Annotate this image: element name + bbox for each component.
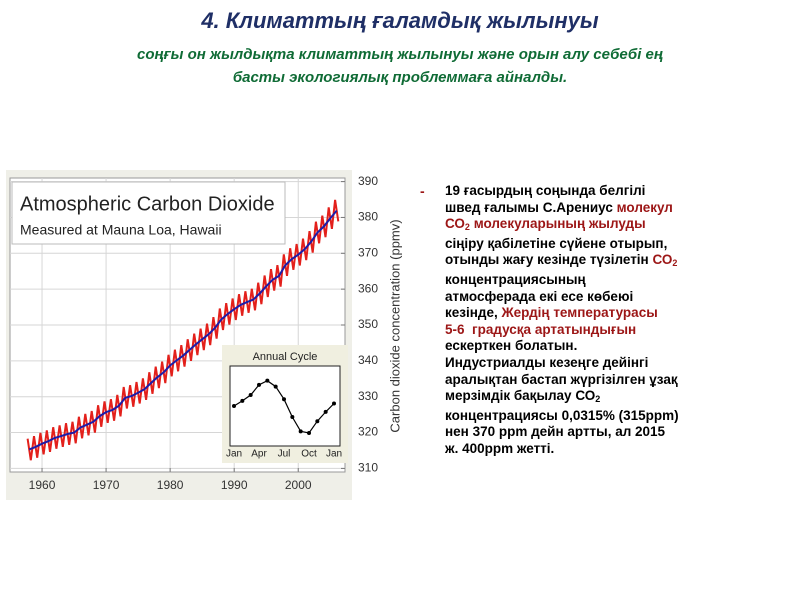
- text-segment: сіңіру қабілетіне сүйене отырып,: [445, 235, 668, 251]
- data-point: [282, 397, 286, 402]
- inset-plot: [229, 365, 341, 447]
- x-tick-label: 1990: [221, 478, 248, 492]
- chart-subtitle: Measured at Mauna Loa, Hawaii: [20, 222, 222, 238]
- data-point: [290, 414, 295, 419]
- text-line: 19 ғасырдың соңында белгілі: [445, 183, 795, 200]
- text-segment: Жердің температурасы: [501, 305, 658, 321]
- slide-subtitle: басты экологиялық проблеммаға айналды.: [232, 69, 568, 86]
- text-line: швед ғалымы С.Арениус молекул: [445, 200, 795, 217]
- slide-title: 4. Климаттың ғаламдық жылынуы: [201, 8, 599, 33]
- text-segment: отынды жағу кезінде түзілетін: [445, 252, 653, 268]
- text-line: мерзімдік бақылау СО2: [445, 388, 795, 408]
- data-point: [240, 398, 245, 403]
- text-line: СО2 молекуларының жылуды: [445, 216, 795, 236]
- text-segment: мерзімдік бақылау СО: [445, 388, 596, 404]
- body-text: 19 ғасырдың соңында белгілі швед ғалымы С…: [445, 183, 795, 458]
- y-tick-label: 380: [358, 210, 378, 224]
- x-tick-label: Jan: [326, 449, 342, 460]
- text-line: ескерткен болатын.: [445, 338, 795, 355]
- data-point: [257, 382, 261, 387]
- x-tick-label: 1960: [29, 478, 56, 492]
- text-line: концентрациясының: [445, 272, 795, 289]
- text-segment: Индустриалды кезеңге дейінгі: [445, 354, 649, 370]
- data-point: [315, 419, 320, 424]
- y-tick-label: 360: [358, 281, 378, 295]
- data-line: [28, 209, 338, 451]
- text-line: нен 370 ppm дейн артты, ал 2015: [445, 424, 795, 441]
- x-tick-label: Oct: [301, 449, 317, 460]
- x-tick-label: Jul: [278, 449, 291, 460]
- y-axis-label: Carbon dioxide concentration (ppmv): [387, 219, 402, 432]
- x-tick-label: 1980: [157, 478, 184, 492]
- title-box: [11, 181, 286, 245]
- x-tick-label: Apr: [251, 449, 267, 460]
- chart-title: Atmospheric Carbon Dioxide: [20, 193, 275, 215]
- data-point: [298, 429, 303, 434]
- y-tick-label: 310: [358, 461, 378, 475]
- text-segment: ж. 400ppm жетті.: [445, 440, 555, 456]
- inset-title: Annual Cycle: [253, 351, 318, 363]
- y-tick-label: 390: [358, 174, 378, 188]
- y-tick-label: 330: [358, 389, 378, 403]
- text-segment: СО: [445, 216, 465, 232]
- bullet: -: [420, 183, 425, 199]
- data-point: [332, 401, 336, 406]
- text-line: Индустриалды кезеңге дейінгі: [445, 355, 795, 372]
- data-point: [323, 409, 328, 414]
- text-segment: 19 ғасырдың соңында белгілі: [445, 183, 646, 198]
- y-tick-label: 320: [358, 425, 378, 439]
- data-point: [248, 393, 253, 398]
- text-line: атмосферада екі есе көбеюі: [445, 289, 795, 306]
- x-tick-label: 2000: [285, 478, 312, 492]
- text-line: сіңіру қабілетіне сүйене отырып,: [445, 236, 795, 253]
- text-segment: 2: [464, 222, 470, 233]
- text-segment: аралықтан бастап жүргізілген ұзақ: [445, 371, 678, 387]
- text-segment: 5-6 градусқа артатындығын: [445, 321, 637, 337]
- text-segment: 2: [672, 258, 678, 269]
- data-point: [273, 384, 278, 389]
- text-segment: ескерткен болатын.: [445, 338, 578, 354]
- text-line: отынды жағу кезінде түзілетін СО2: [445, 252, 795, 272]
- text-segment: 2: [595, 394, 601, 405]
- text-line: концентрациясы 0,0315% (315ppm): [445, 408, 795, 425]
- y-tick-label: 350: [358, 317, 378, 331]
- text-segment: молекуларының жылуды: [469, 216, 646, 232]
- slide-subtitle: соңғы он жылдықта климаттың жылынуы және…: [137, 46, 663, 63]
- text-segment: концентрациясының: [445, 271, 586, 287]
- text-segment: концентрациясы 0,0315% (315ppm): [445, 407, 679, 423]
- text-segment: швед ғалымы С.Арениус: [445, 199, 617, 215]
- y-tick-label: 370: [358, 245, 378, 259]
- text-line: кезінде, Жердің температурасы: [445, 305, 795, 322]
- text-line: 5-6 градусқа артатындығын: [445, 322, 795, 339]
- x-tick-label: Jan: [226, 449, 242, 460]
- y-tick-label: 340: [358, 353, 378, 367]
- text-segment: кезінде,: [445, 305, 502, 321]
- data-point: [307, 431, 311, 436]
- text-segment: нен 370 ppm дейн артты, ал 2015: [445, 424, 666, 440]
- text-segment: молекул: [616, 199, 673, 215]
- text-line: аралықтан бастап жүргізілген ұзақ: [445, 372, 795, 389]
- text-line: ж. 400ppm жетті.: [445, 441, 795, 458]
- data-point: [265, 378, 270, 383]
- data-point: [232, 404, 236, 408]
- text-segment: атмосферада екі есе көбеюі: [445, 288, 634, 304]
- x-tick-label: 1970: [93, 478, 120, 492]
- text-segment: СО: [652, 252, 673, 268]
